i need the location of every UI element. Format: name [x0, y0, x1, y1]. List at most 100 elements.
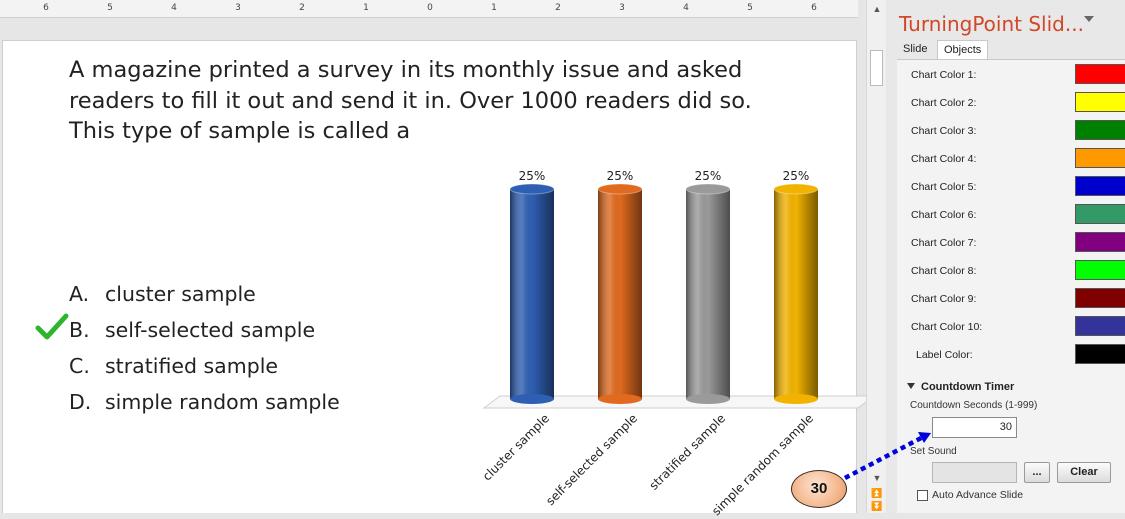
horizontal-ruler: 6 5 4 3 2 1 0 1 2 3 4 5 6: [0, 0, 858, 18]
chart-color-swatch[interactable]: [1075, 92, 1125, 112]
next-slide-icon[interactable]: ⏬: [871, 501, 883, 511]
category-label: self-selected sample: [543, 411, 640, 508]
sound-file-field[interactable]: [932, 462, 1017, 483]
bar-shading: [686, 189, 730, 399]
chart-color-swatch[interactable]: [1075, 288, 1125, 308]
countdown-section-title: Countdown Timer: [921, 381, 1015, 393]
answer-letter: B.: [69, 318, 90, 342]
ruler-label: 3: [235, 3, 241, 13]
scroll-down-icon[interactable]: ▼: [872, 473, 882, 483]
chart-color-row: Chart Color 10:: [911, 314, 1125, 338]
slide-canvas[interactable]: A magazine printed a survey in its month…: [2, 40, 876, 518]
answer-text: self-selected sample: [105, 318, 316, 342]
vertical-scrollbar[interactable]: ▲ ▼ ⏫ ⏬: [866, 0, 886, 513]
previous-slide-icon[interactable]: ⏫: [871, 488, 883, 498]
bar-shading: [510, 189, 554, 399]
chart-color-row: Chart Color 5:: [911, 174, 1125, 198]
chart-color-label: Chart Color 2:: [911, 97, 977, 109]
chart-color-label: Chart Color 1:: [911, 69, 977, 81]
label-color-row: Label Color:: [911, 342, 1125, 366]
countdown-seconds-input[interactable]: 30: [932, 417, 1017, 438]
chart-color-row: Chart Color 1:: [911, 62, 1125, 86]
clear-sound-button[interactable]: Clear: [1057, 462, 1111, 483]
chart-color-swatch[interactable]: [1075, 64, 1125, 84]
chart-color-swatch[interactable]: [1075, 232, 1125, 252]
results-chart[interactable]: 25% cluster sample 25% self-selected sample…: [477, 157, 876, 518]
chart-color-swatch[interactable]: [1075, 204, 1125, 224]
bar-data-label: 25%: [695, 169, 722, 183]
checkmark-icon: [35, 313, 69, 340]
objects-panel: Chart Color 1: Chart Color 2: Chart Colo…: [897, 59, 1125, 513]
auto-advance-label: Auto Advance Slide: [932, 489, 1024, 501]
bar-base: [598, 394, 642, 404]
ruler-label: 2: [299, 3, 305, 13]
answer-d[interactable]: D. simple random sample: [69, 390, 389, 420]
ruler-label: 1: [491, 3, 497, 13]
chart-color-swatch[interactable]: [1075, 260, 1125, 280]
chart-color-row: Chart Color 3:: [911, 118, 1125, 142]
countdown-section-header[interactable]: Countdown Timer: [907, 381, 1014, 393]
chart-color-row: Chart Color 4:: [911, 146, 1125, 170]
answer-letter: A.: [69, 282, 90, 306]
bar-top: [597, 183, 643, 195]
countdown-timer-bubble[interactable]: 30: [791, 470, 847, 508]
answer-letter: D.: [69, 390, 92, 414]
chart-color-label: Chart Color 6:: [911, 209, 977, 221]
label-color-swatch[interactable]: [1075, 344, 1125, 364]
chart-color-label: Chart Color 10:: [911, 321, 983, 333]
bar-top: [773, 183, 819, 195]
tab-objects[interactable]: Objects: [937, 40, 989, 60]
ruler-label: 6: [811, 3, 817, 13]
ruler-label: 2: [555, 3, 561, 13]
category-label: stratified sample: [647, 411, 729, 493]
tab-slide[interactable]: Slide: [903, 43, 928, 55]
chart-color-label: Chart Color 4:: [911, 153, 977, 165]
ruler-label: 5: [747, 3, 753, 13]
chart-color-label: Chart Color 7:: [911, 237, 977, 249]
pane-menu-chevron-down-icon[interactable]: [1084, 16, 1094, 22]
answer-letter: C.: [69, 354, 90, 378]
bar-data-label: 25%: [519, 169, 546, 183]
answer-b[interactable]: B. self-selected sample: [35, 313, 389, 348]
chart-color-row: Chart Color 2:: [911, 90, 1125, 114]
scroll-thumb[interactable]: [870, 50, 883, 86]
ruler-label: 5: [107, 3, 113, 13]
question-text[interactable]: A magazine printed a survey in its month…: [69, 57, 752, 144]
category-label: cluster sample: [480, 411, 552, 483]
chart-color-swatch[interactable]: [1075, 120, 1125, 140]
browse-sound-button[interactable]: ...: [1024, 462, 1050, 483]
bar-shading: [598, 189, 642, 399]
turningpoint-pane: TurningPoint Slid... Slide Objects Chart…: [887, 0, 1125, 513]
chart-color-label: Chart Color 8:: [911, 265, 977, 277]
chart-color-swatch[interactable]: [1075, 316, 1125, 336]
scroll-up-icon[interactable]: ▲: [872, 4, 882, 14]
countdown-seconds-label: Countdown Seconds (1-999): [910, 400, 1038, 411]
ruler-label: 4: [683, 3, 689, 13]
bar-data-label: 25%: [607, 169, 634, 183]
ruler-label: 6: [43, 3, 49, 13]
chart-color-label: Chart Color 9:: [911, 293, 977, 305]
pane-title: TurningPoint Slid...: [899, 12, 1084, 36]
collapse-triangle-icon[interactable]: [907, 383, 915, 389]
ruler-label: 3: [619, 3, 625, 13]
answer-text: stratified sample: [105, 354, 279, 378]
bar-shading: [774, 189, 818, 399]
bar-chart-svg: 25% cluster sample 25% self-selected sample…: [480, 169, 876, 518]
chart-color-swatch[interactable]: [1075, 148, 1125, 168]
bar-data-label: 25%: [783, 169, 810, 183]
chart-color-row: Chart Color 9:: [911, 286, 1125, 310]
slide-editor: 6 5 4 3 2 1 0 1 2 3 4 5 6 A magazine pri…: [0, 0, 876, 518]
chart-color-label: Chart Color 5:: [911, 181, 977, 193]
bar-top: [509, 183, 555, 195]
bar-base: [774, 394, 818, 404]
ruler-label: 4: [171, 3, 177, 13]
chart-color-row: Chart Color 8:: [911, 258, 1125, 282]
chart-color-label: Chart Color 3:: [911, 125, 977, 137]
chart-color-row: Chart Color 6:: [911, 202, 1125, 226]
auto-advance-checkbox[interactable]: [917, 490, 928, 501]
label-color-label: Label Color:: [916, 349, 973, 361]
answer-a[interactable]: A. cluster sample: [69, 282, 389, 312]
answer-text: cluster sample: [105, 282, 256, 306]
chart-color-swatch[interactable]: [1075, 176, 1125, 196]
answer-c[interactable]: C. stratified sample: [69, 354, 389, 384]
